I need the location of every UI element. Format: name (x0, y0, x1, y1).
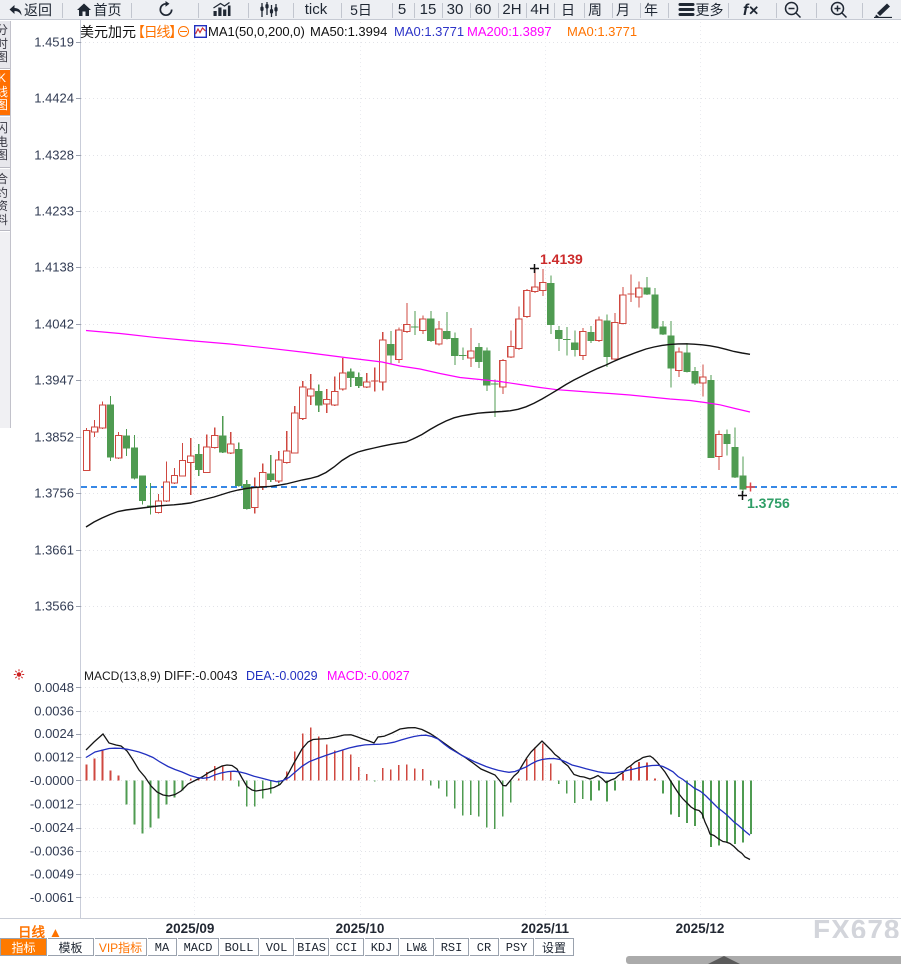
svg-text:-0.0012: -0.0012 (30, 796, 74, 811)
svg-text:0.0036: 0.0036 (34, 703, 74, 718)
svg-text:DIFF:-0.0043: DIFF:-0.0043 (164, 669, 238, 683)
svg-text:MACD:-0.0027: MACD:-0.0027 (327, 669, 410, 683)
svg-text:1.3661: 1.3661 (34, 543, 74, 558)
svg-text:0.0012: 0.0012 (34, 750, 74, 765)
svg-text:1.4328: 1.4328 (34, 148, 74, 163)
svg-text:1.3566: 1.3566 (34, 599, 74, 614)
svg-text:-0.0000: -0.0000 (30, 773, 74, 788)
svg-text:DEA:-0.0029: DEA:-0.0029 (246, 669, 318, 683)
svg-text:1.3852: 1.3852 (34, 430, 74, 445)
svg-text:1.4233: 1.4233 (34, 204, 74, 219)
svg-text:1.3947: 1.3947 (34, 373, 74, 388)
svg-text:1.4138: 1.4138 (34, 260, 74, 275)
svg-text:1.4042: 1.4042 (34, 317, 74, 332)
svg-text:-0.0024: -0.0024 (30, 820, 74, 835)
svg-text:1.3756: 1.3756 (747, 495, 790, 511)
svg-text:-0.0049: -0.0049 (30, 867, 74, 882)
svg-text:1.3756: 1.3756 (34, 486, 74, 501)
svg-text:-0.0036: -0.0036 (30, 844, 74, 859)
svg-text:MACD(13,8,9): MACD(13,8,9) (84, 669, 161, 683)
svg-text:0.0024: 0.0024 (34, 726, 74, 741)
svg-text:0.0048: 0.0048 (34, 680, 74, 695)
svg-text:1.4424: 1.4424 (34, 91, 74, 106)
svg-text:-0.0061: -0.0061 (30, 890, 74, 905)
svg-text:1.4519: 1.4519 (34, 35, 74, 50)
svg-text:1.4139: 1.4139 (540, 251, 583, 267)
